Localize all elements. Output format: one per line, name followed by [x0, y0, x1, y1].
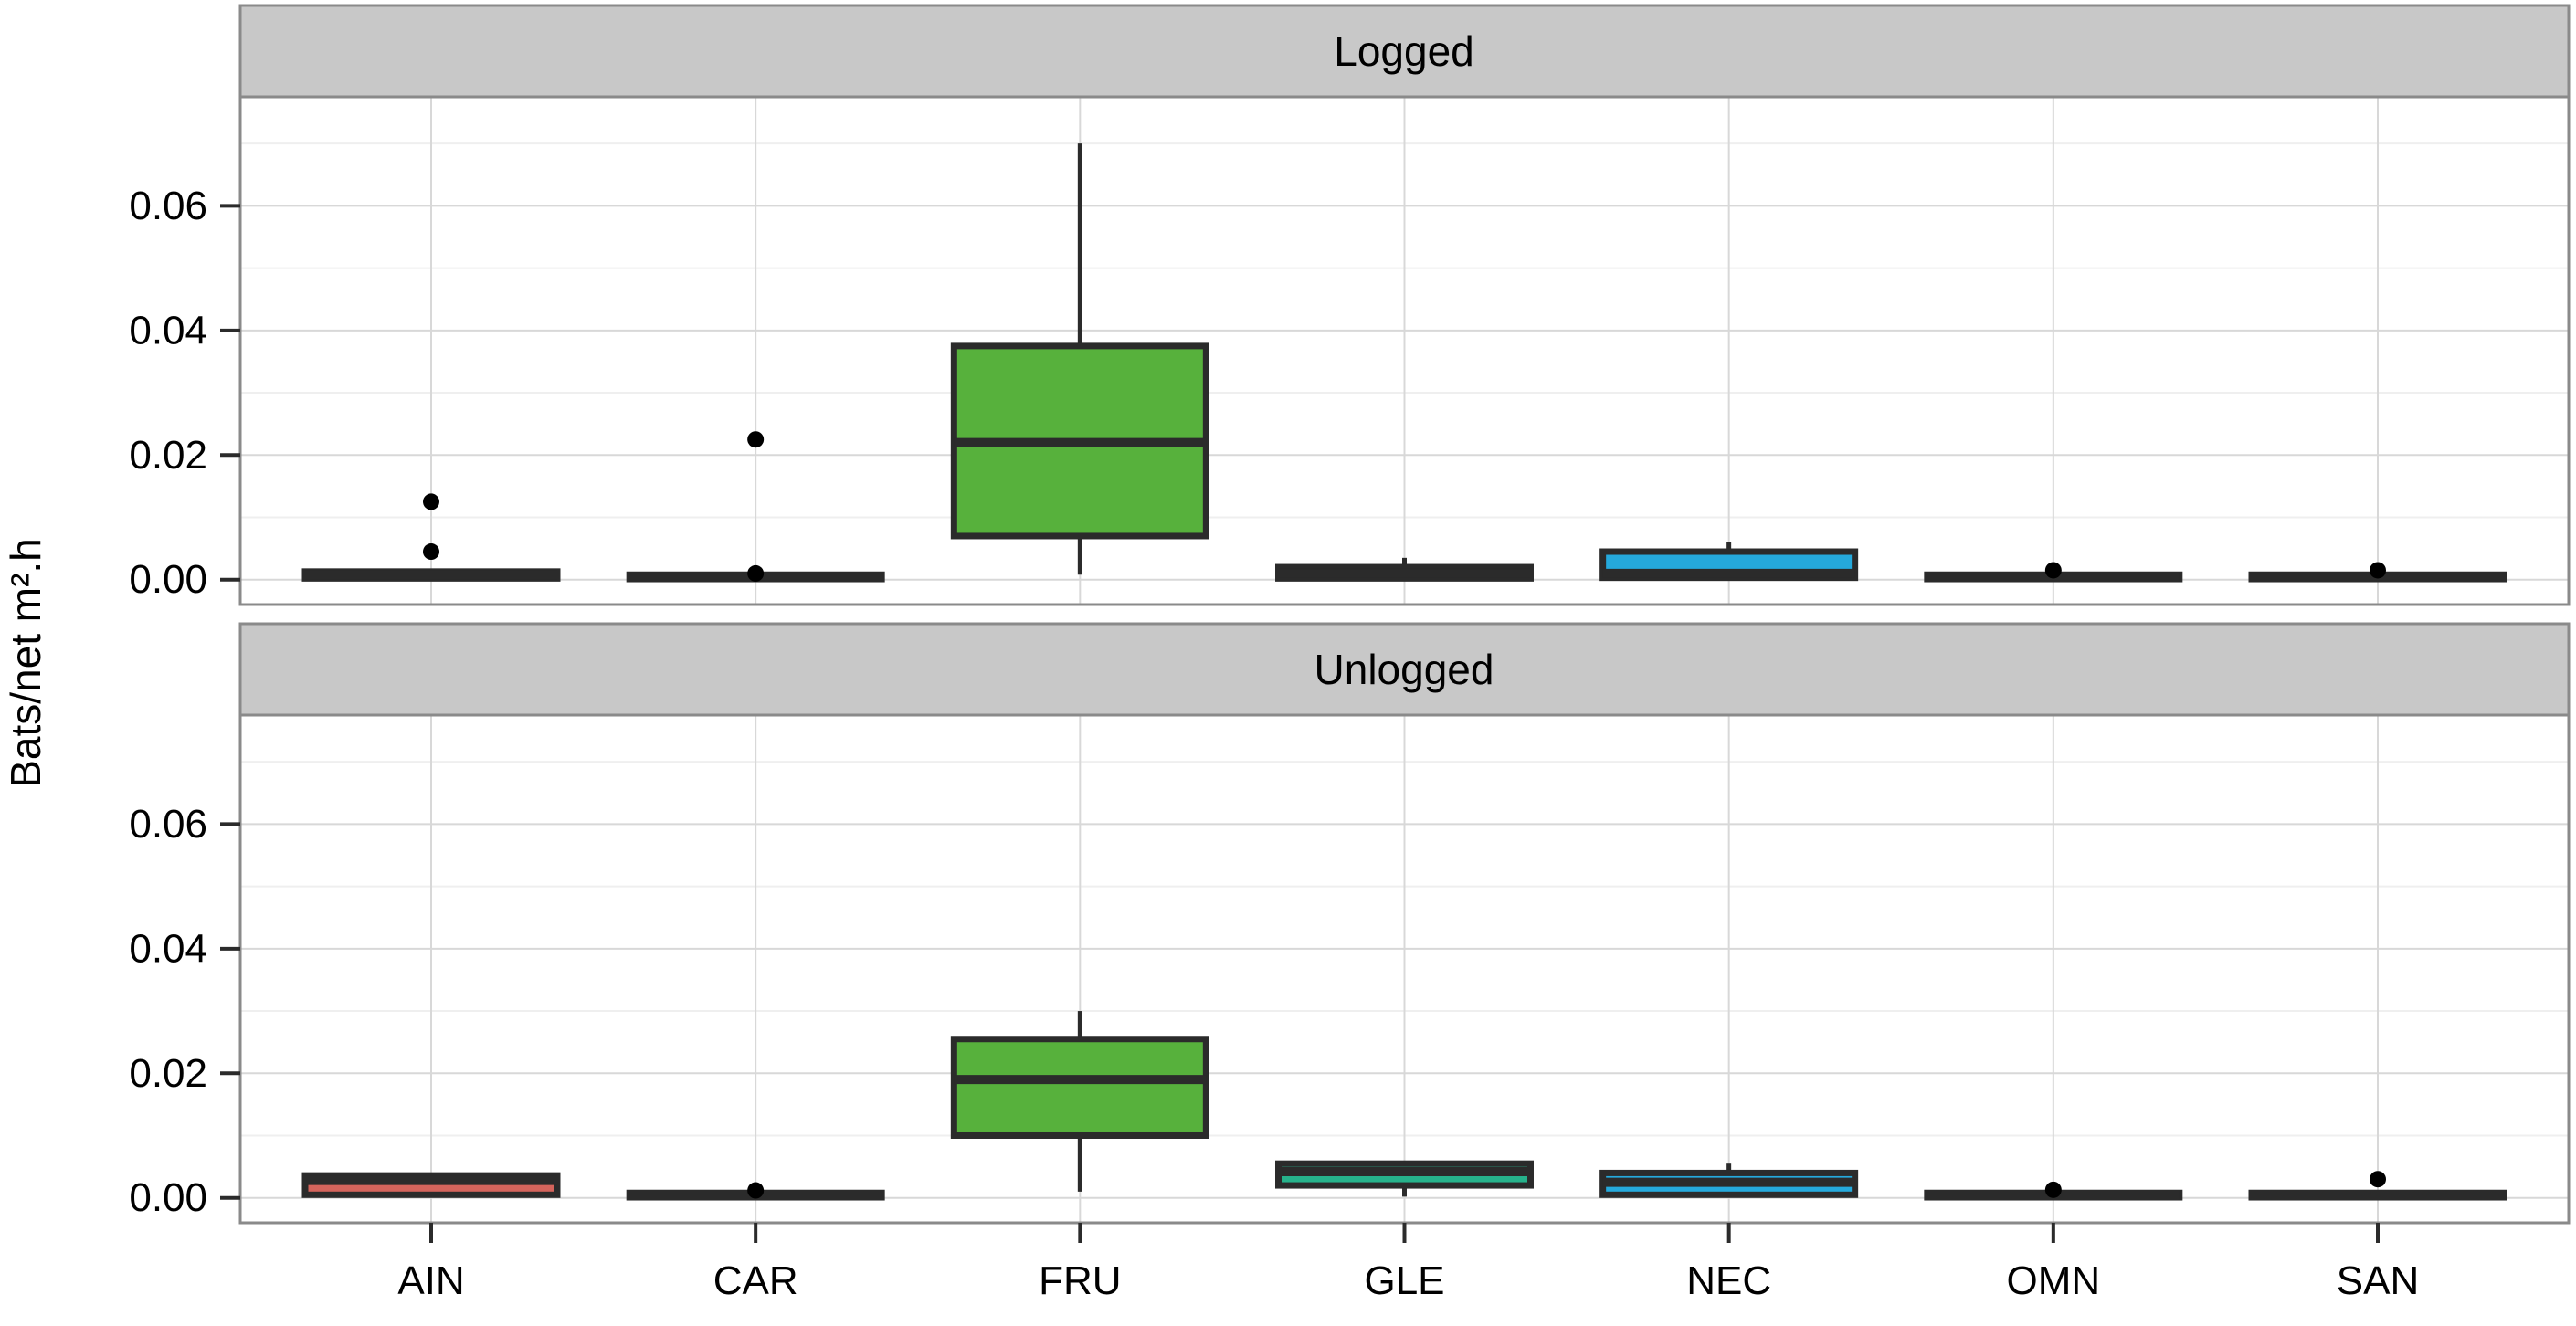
box-AIN-unlogged — [301, 1172, 561, 1198]
panel-unlogged-boxes — [301, 1011, 2507, 1201]
facet-strip-label: Logged — [1334, 27, 1474, 75]
box-SAN-logged — [2248, 562, 2507, 583]
outlier-point — [2044, 562, 2062, 579]
box-OMN-logged — [1924, 562, 2183, 583]
facet-strip-label: Unlogged — [1314, 646, 1494, 693]
outlier-point — [747, 564, 765, 582]
box-CAR-unlogged — [626, 1182, 885, 1201]
facet-strip — [238, 622, 2571, 717]
outlier-point — [2370, 562, 2386, 579]
x-axis: AIN CAR FRU GLE NEC OMN SAN — [397, 1223, 2419, 1303]
outlier-point — [423, 543, 439, 561]
panel-logged-yaxis: 0.00 0.02 0.04 0.06 — [129, 184, 240, 602]
y-tick-label: 0.06 — [129, 184, 207, 228]
box-OMN-unlogged — [1924, 1181, 2183, 1201]
y-tick-label: 0.04 — [129, 926, 207, 971]
box-CAR-logged — [626, 431, 885, 583]
box-NEC-logged — [1599, 542, 1859, 582]
y-tick-label: 0.00 — [129, 557, 207, 602]
box-AIN-logged — [301, 493, 561, 582]
y-tick-label: 0.02 — [129, 433, 207, 478]
box-FRU-unlogged — [950, 1011, 1209, 1192]
x-axis-label: FRU — [1039, 1258, 1121, 1303]
y-axis-title: Bats/net m².h — [2, 538, 49, 788]
outlier-point — [747, 1182, 765, 1199]
outlier-point — [423, 493, 439, 510]
outlier-point — [2044, 1181, 2062, 1198]
y-tick-label: 0.06 — [129, 802, 207, 847]
y-tick-label: 0.00 — [129, 1175, 207, 1220]
facet-logged: 0.00 0.02 0.04 0.06 Logged — [129, 4, 2571, 606]
box-SAN-unlogged — [2248, 1171, 2507, 1201]
panel-unlogged-yaxis: 0.00 0.02 0.04 0.06 — [129, 802, 240, 1220]
facet-strip — [238, 4, 2571, 99]
x-axis-label: SAN — [2337, 1258, 2419, 1303]
x-axis-label: CAR — [713, 1258, 798, 1303]
x-axis-label: GLE — [1364, 1258, 1444, 1303]
outlier-point — [2370, 1171, 2386, 1188]
y-tick-label: 0.04 — [129, 308, 207, 353]
box-rect — [950, 1036, 1209, 1139]
panel-unlogged-grid — [240, 715, 2569, 1223]
outlier-point — [747, 431, 765, 448]
x-axis-label: NEC — [1686, 1258, 1771, 1303]
x-axis-label: OMN — [2007, 1258, 2101, 1303]
box-GLE-unlogged — [1275, 1160, 1534, 1197]
x-axis-label: AIN — [397, 1258, 464, 1303]
box-GLE-logged — [1275, 557, 1534, 582]
facet-unlogged: 0.00 0.02 0.04 0.06 Unlogged — [129, 622, 2571, 1225]
box-NEC-unlogged — [1599, 1163, 1859, 1198]
panel-logged-boxes — [301, 143, 2507, 583]
box-FRU-logged — [950, 143, 1209, 575]
y-tick-label: 0.02 — [129, 1051, 207, 1096]
